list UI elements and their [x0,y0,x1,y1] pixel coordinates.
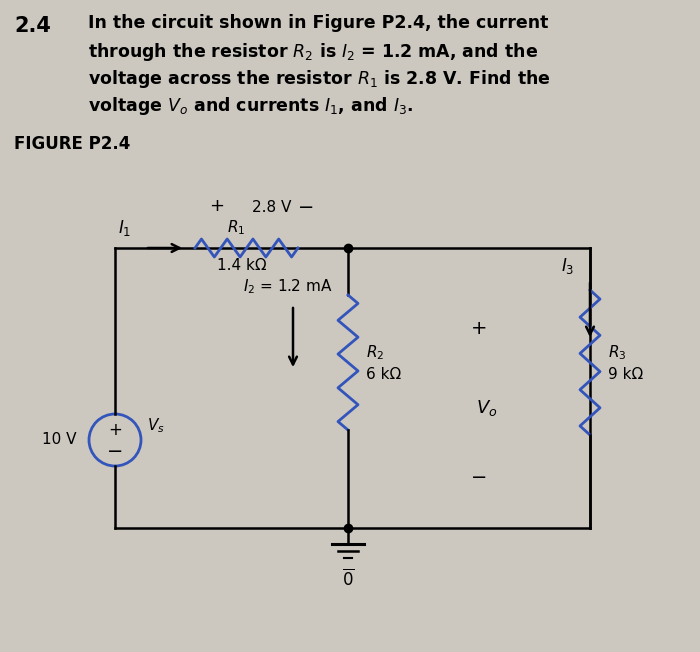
Text: 10 V: 10 V [42,432,76,447]
Text: $I_3$: $I_3$ [561,256,575,276]
Text: voltage $V_o$ and currents $I_1$, and $I_3$.: voltage $V_o$ and currents $I_1$, and $I… [88,95,413,117]
Text: $R_2$: $R_2$ [366,343,384,362]
Text: $R_1$: $R_1$ [228,218,246,237]
Text: $I_2$ = 1.2 mA: $I_2$ = 1.2 mA [243,278,332,297]
Text: $V_s$: $V_s$ [147,417,164,436]
Text: $I_1$: $I_1$ [118,218,132,238]
Text: $V_o$: $V_o$ [476,398,498,418]
Text: 6 kΩ: 6 kΩ [366,367,401,382]
Text: $R_3$: $R_3$ [608,343,626,362]
Text: +: + [108,421,122,439]
Text: FIGURE P2.4: FIGURE P2.4 [14,135,130,153]
Text: −: − [471,469,487,488]
Text: 2.8 V: 2.8 V [251,201,291,216]
Text: 1.4 kΩ: 1.4 kΩ [217,258,266,273]
Text: $\overline{0}$: $\overline{0}$ [342,568,354,589]
Text: −: − [298,198,315,218]
Text: through the resistor $R_2$ is $I_2$ = 1.2 mA, and the: through the resistor $R_2$ is $I_2$ = 1.… [88,41,538,63]
Text: In the circuit shown in Figure P2.4, the current: In the circuit shown in Figure P2.4, the… [88,14,548,32]
Text: −: − [107,441,123,460]
Text: voltage across the resistor $R_1$ is 2.8 V. Find the: voltage across the resistor $R_1$ is 2.8… [88,68,551,90]
Text: 2.4: 2.4 [14,16,51,36]
Text: +: + [470,318,487,338]
Text: 9 kΩ: 9 kΩ [608,367,643,382]
Text: +: + [209,197,224,215]
